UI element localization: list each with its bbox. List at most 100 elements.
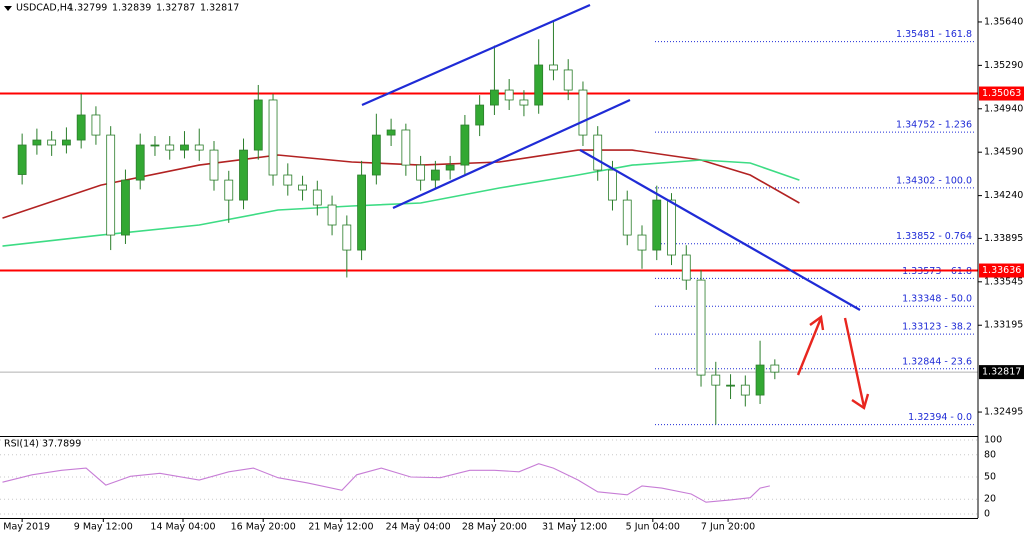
x-tick-label: 31 May 12:00 [542,522,607,533]
candle-body [608,169,617,201]
candle-body [298,184,307,191]
candle-body [135,144,145,181]
y-tick-label: 1.34240 [984,190,1023,201]
header-value: 1.32817 [200,3,239,14]
candle-body [342,224,352,251]
rsi-tick-label: 50 [984,472,996,483]
x-tick-label: 24 May 04:00 [386,522,451,533]
candle-body [106,134,116,236]
candle-body [165,144,175,151]
x-tick-label: 9 May 12:00 [74,522,133,533]
moving-average [2,149,800,219]
candle-body [490,89,499,106]
y-tick-label: 1.34590 [984,147,1023,158]
y-tick-label: 1.32495 [984,407,1023,418]
header-value: 1.32799 [68,3,107,14]
y-tick-label: 1.33545 [984,276,1023,287]
candle-body [76,114,86,141]
candle-body [268,99,278,176]
candle-body [696,279,706,376]
rsi-tick-label: 80 [984,449,996,460]
candle-body [239,149,248,201]
candle-body [91,114,101,136]
x-tick-label: 5 Jun 04:00 [626,522,680,533]
menu-triangle [4,6,12,11]
candle-body [312,189,322,206]
fib-label: 1.33852 - 0.764 [896,231,972,242]
fib-label: 1.32394 - 0.0 [908,412,972,423]
y-tick-label: 1.33895 [984,233,1023,244]
candle-body [475,104,485,126]
candle-body [652,199,662,251]
candle-body [150,144,160,147]
rsi-line [2,463,771,503]
trend-line [579,149,861,311]
x-tick-label: 16 May 20:00 [231,522,296,533]
candle-body [770,364,780,373]
fib-label: 1.33123 - 38.2 [902,322,972,333]
fib-label: 1.34752 - 1.236 [896,120,972,131]
header-value: 1.32839 [112,3,151,14]
candle-body [667,199,676,256]
rsi-tick-label: 100 [984,435,1002,446]
candle-body [726,384,735,387]
candle-body [386,129,396,136]
candle-body [180,144,189,151]
candle-body [327,204,337,226]
x-tick-label: 21 May 12:00 [308,522,373,533]
candle-body [460,124,470,166]
candle-body [593,134,603,171]
candle-body [47,139,57,146]
trend-line [392,98,631,210]
forecast-arrows [796,314,870,410]
candle-body [121,179,130,236]
candle-body [62,139,71,146]
price-box [979,365,1024,380]
candle-body [445,164,455,171]
y-tick-label: 1.33195 [984,320,1023,331]
candle-body [357,174,366,251]
level-box [979,263,1024,278]
moving-average [2,159,800,247]
candle-body [430,169,440,181]
level-label: 1.33636 [982,265,1021,276]
level-label: 1.35063 [982,88,1021,99]
candle-body [224,179,234,201]
candle-body [711,374,721,386]
candle-body [637,234,647,251]
candle-body [209,149,219,181]
x-tick-label: 6 May 2019 [0,522,50,533]
rsi-tick-label: 20 [984,494,996,505]
y-tick-label: 1.34940 [984,103,1023,114]
candle-body [194,144,204,151]
candle-body [563,69,573,91]
y-tick-label: 1.35640 [984,16,1023,27]
fib-label: 1.34302 - 100.0 [896,175,972,186]
fib-label: 1.32844 - 23.6 [902,356,972,367]
x-tick-label: 7 Jun 20:00 [701,522,755,533]
x-tick-label: 14 May 04:00 [150,522,215,533]
candle-body [283,174,293,186]
candle-body [416,164,426,181]
candle-body [549,64,558,71]
candle-body [519,99,529,106]
header-value: 1.32787 [156,3,195,14]
candle-body [17,144,27,175]
candle-body [32,139,42,146]
x-tick-label: 28 May 20:00 [462,522,527,533]
candle-body [755,364,765,396]
candle-body [622,199,632,236]
y-tick-label: 1.35290 [984,60,1023,71]
current-price-label: 1.32817 [982,367,1021,378]
rsi-label: RSI(14) 37.7899 [4,439,81,450]
candle-body [253,99,263,151]
candle-body [578,89,588,136]
fib-label: 1.35481 - 161.8 [896,29,972,40]
candle-body [534,64,544,106]
candle-body [681,254,691,281]
candle-body [371,134,381,176]
candle-body [401,129,411,166]
fib-label: 1.33348 - 50.0 [902,294,972,305]
